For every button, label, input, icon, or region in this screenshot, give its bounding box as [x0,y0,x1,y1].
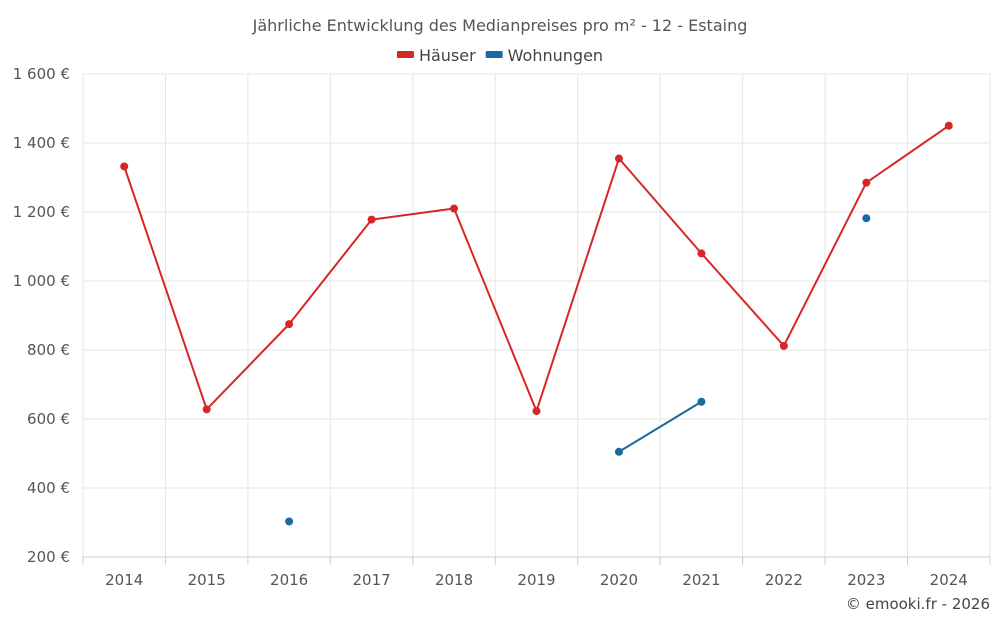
series-1 [285,214,871,526]
series-line [618,400,702,453]
data-point[interactable] [944,121,953,130]
data-point[interactable] [285,320,294,329]
legend: Häuser Wohnungen [396,46,603,65]
x-tick-label: 2022 [765,571,803,589]
data-point[interactable] [862,214,871,223]
y-tick-label: 1 000 € [13,272,70,290]
credit-text: © emooki.fr - 2026 [846,595,990,613]
data-point[interactable] [120,162,129,171]
x-tick-label: 2016 [270,571,308,589]
x-tick-label: 2019 [517,571,555,589]
legend-label: Wohnungen [508,46,603,65]
data-point[interactable] [202,405,211,414]
data-point[interactable] [862,178,871,187]
legend-item-0[interactable]: Häuser [396,46,476,65]
y-tick-label: 1 200 € [13,203,70,221]
y-tick-label: 200 € [27,548,70,566]
x-tick-label: 2024 [930,571,968,589]
data-point[interactable] [367,215,376,224]
data-point[interactable] [779,341,788,350]
chart-title: Jährliche Entwicklung des Medianpreises … [252,16,748,35]
y-tick-label: 1 400 € [13,134,70,152]
y-tick-label: 400 € [27,479,70,497]
x-tick-label: 2017 [352,571,390,589]
legend-label: Häuser [419,46,476,65]
x-tick-label: 2020 [600,571,638,589]
data-point[interactable] [614,447,623,456]
x-tick-label: 2018 [435,571,473,589]
series-0 [120,121,953,416]
data-point[interactable] [614,154,623,163]
y-tick-label: 1 600 € [13,65,70,83]
x-tick-label: 2015 [188,571,226,589]
x-tick-label: 2023 [847,571,885,589]
grid-lines [82,73,991,557]
data-point[interactable] [532,407,541,416]
x-tick-label: 2014 [105,571,143,589]
data-point[interactable] [697,397,706,406]
legend-item-1[interactable]: Wohnungen [485,46,603,65]
data-point[interactable] [450,204,459,213]
data-point[interactable] [285,517,294,526]
legend-swatch [485,51,503,58]
y-tick-label: 800 € [27,341,70,359]
series-layer [120,121,953,526]
x-tick-label: 2021 [682,571,720,589]
y-tick-label: 600 € [27,410,70,428]
axes: 200 € 400 € 600 € 800 € 1 000 € 1 200 € 1 400 … [13,65,991,589]
legend-swatch [396,51,414,58]
data-point[interactable] [697,249,706,258]
